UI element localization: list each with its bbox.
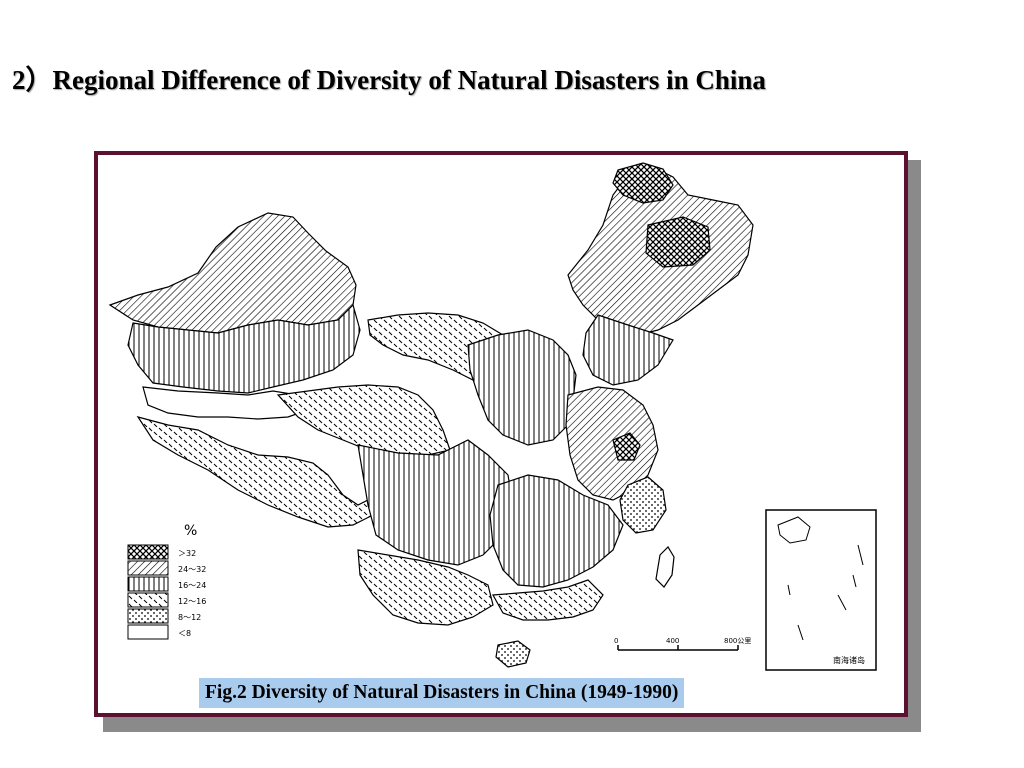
china-disaster-diversity-map: % ＞32 24～32 16～24 12～16 8～12 ＜8 0 400 80… [108, 162, 877, 671]
inset-label: 南海诸岛 [833, 655, 865, 665]
map-legend: % ＞32 24～32 16～24 12～16 8～12 ＜8 [127, 523, 206, 640]
figure-frame: % ＞32 24～32 16～24 12～16 8～12 ＜8 0 400 80… [94, 151, 908, 717]
legend-swatch-crosshatch [127, 544, 169, 560]
region-south-coast [492, 579, 604, 621]
region-yunnan [357, 549, 494, 626]
region-east-coast [619, 476, 667, 534]
scale-tick-label: 800公里 [724, 637, 751, 645]
region-northeast-center [645, 216, 711, 268]
south-china-sea-inset: 南海诸岛 [765, 509, 877, 671]
region-northeast-core [612, 162, 674, 204]
page-title: 2）Regional Difference of Diversity of Na… [12, 65, 766, 95]
legend-unit: % [184, 523, 197, 539]
legend-label: 16～24 [178, 581, 206, 590]
region-taiwan [655, 546, 675, 588]
legend-swatch-vertical [127, 576, 169, 592]
scale-bar: 0 400 800公里 [614, 637, 751, 651]
region-xinjiang-north [108, 212, 357, 334]
legend-label: 8～12 [178, 613, 201, 622]
region-tibet-plateau [276, 384, 451, 456]
legend-swatch-dashes [127, 592, 169, 608]
legend-label: ＜8 [178, 629, 191, 638]
region-south-central [489, 474, 624, 588]
region-xinjiang-south [127, 303, 361, 394]
scale-tick-label: 400 [666, 637, 679, 645]
legend-swatch-dots [127, 608, 169, 624]
region-northeast-south [582, 314, 674, 386]
legend-swatch-blank [127, 624, 169, 640]
region-central-west [357, 439, 514, 566]
region-hainan [495, 640, 531, 668]
figure-caption: Fig.2 Diversity of Natural Disasters in … [199, 678, 685, 708]
legend-label: ＞32 [178, 549, 196, 558]
region-east-hotspot [612, 432, 641, 461]
legend-swatch-diagonal [127, 560, 169, 576]
legend-label: 12～16 [178, 597, 206, 606]
legend-label: 24～32 [178, 565, 206, 574]
scale-tick-label: 0 [614, 637, 618, 645]
region-north-central [467, 329, 577, 446]
